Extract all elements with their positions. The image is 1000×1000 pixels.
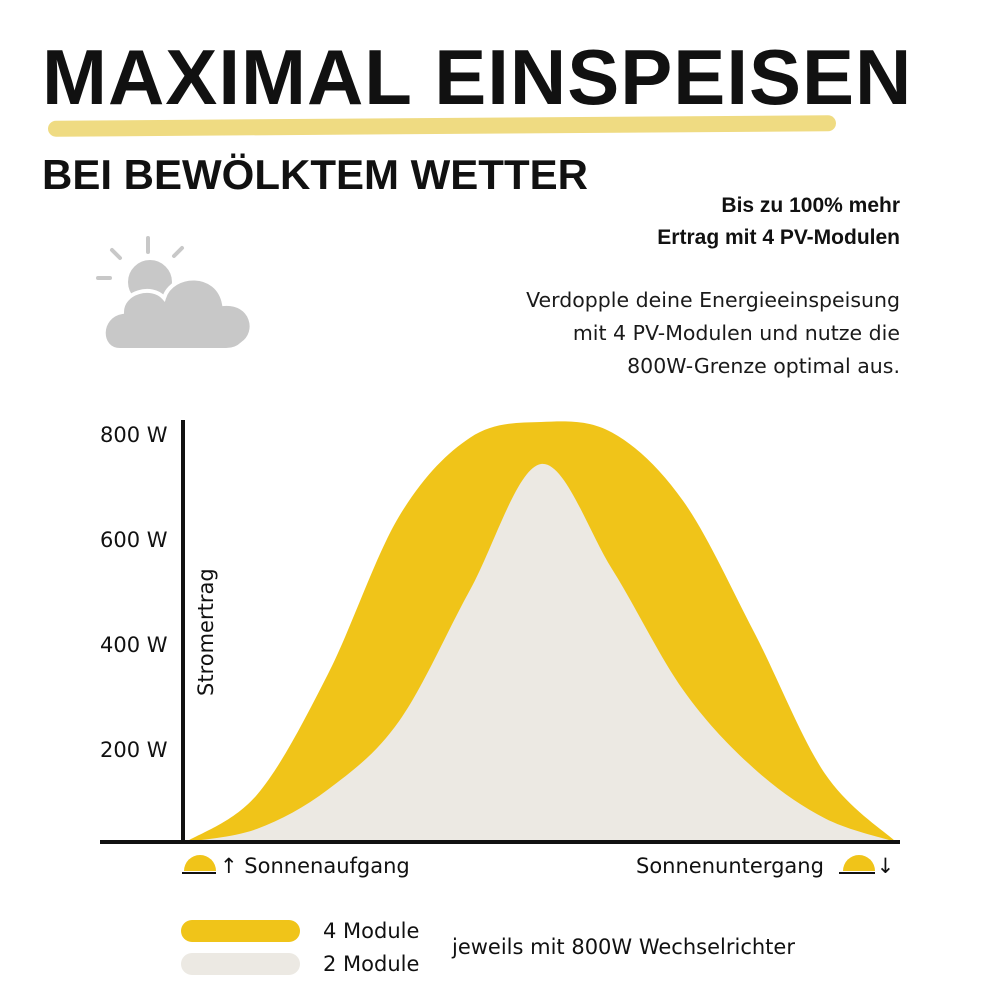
y-tick-label: 800 W xyxy=(100,423,168,447)
y-tick-label: 200 W xyxy=(100,738,168,762)
sun-rays xyxy=(96,236,184,280)
sunrise-label: ↑ Sonnenaufgang xyxy=(182,852,410,880)
description-line-1: Verdopple deine Energieeinspeisung xyxy=(526,288,900,312)
legend-swatch-2-module xyxy=(181,953,300,975)
sunset-arrow: ↓ xyxy=(876,854,895,878)
page-title: MAXIMAL EINSPEISEN xyxy=(42,33,913,121)
page-subtitle: BEI BEWÖLKTEM WETTER xyxy=(42,151,588,198)
sunset-text: Sonnenuntergang xyxy=(636,854,824,878)
description-line-2: mit 4 PV-Modulen und nutze die xyxy=(572,321,900,345)
series-area-2-module xyxy=(186,463,896,842)
highlight-line-1: Bis zu 100% mehr xyxy=(721,194,900,217)
sunset-label: Sonnenuntergang ↓ xyxy=(636,852,894,880)
highlight-text: Bis zu 100% mehr Ertrag mit 4 PV-Modulen xyxy=(657,190,900,254)
y-tick-label: 400 W xyxy=(100,633,168,657)
y-axis-label: Stromertrag xyxy=(194,568,218,696)
highlight-line-2: Ertrag mit 4 PV-Modulen xyxy=(657,226,900,249)
legend-note: jeweils mit 800W Wechselrichter xyxy=(452,935,795,959)
cloud-sun-icon xyxy=(96,236,254,352)
legend-label-2-module: 2 Module xyxy=(323,952,420,976)
sunrise-text: Sonnenaufgang xyxy=(244,854,410,878)
description-line-3: 800W-Grenze optimal aus. xyxy=(627,354,900,378)
sunset-icon xyxy=(838,855,875,874)
sunrise-arrow: ↑ xyxy=(220,854,238,878)
legend-swatch-4-module xyxy=(181,920,300,942)
y-tick-label: 600 W xyxy=(100,528,168,552)
description-text: Verdopple deine Energieeinspeisung mit 4… xyxy=(526,284,900,383)
sunrise-icon xyxy=(182,855,216,874)
legend-label-4-module: 4 Module xyxy=(323,919,420,943)
cloud-shape xyxy=(101,276,254,352)
